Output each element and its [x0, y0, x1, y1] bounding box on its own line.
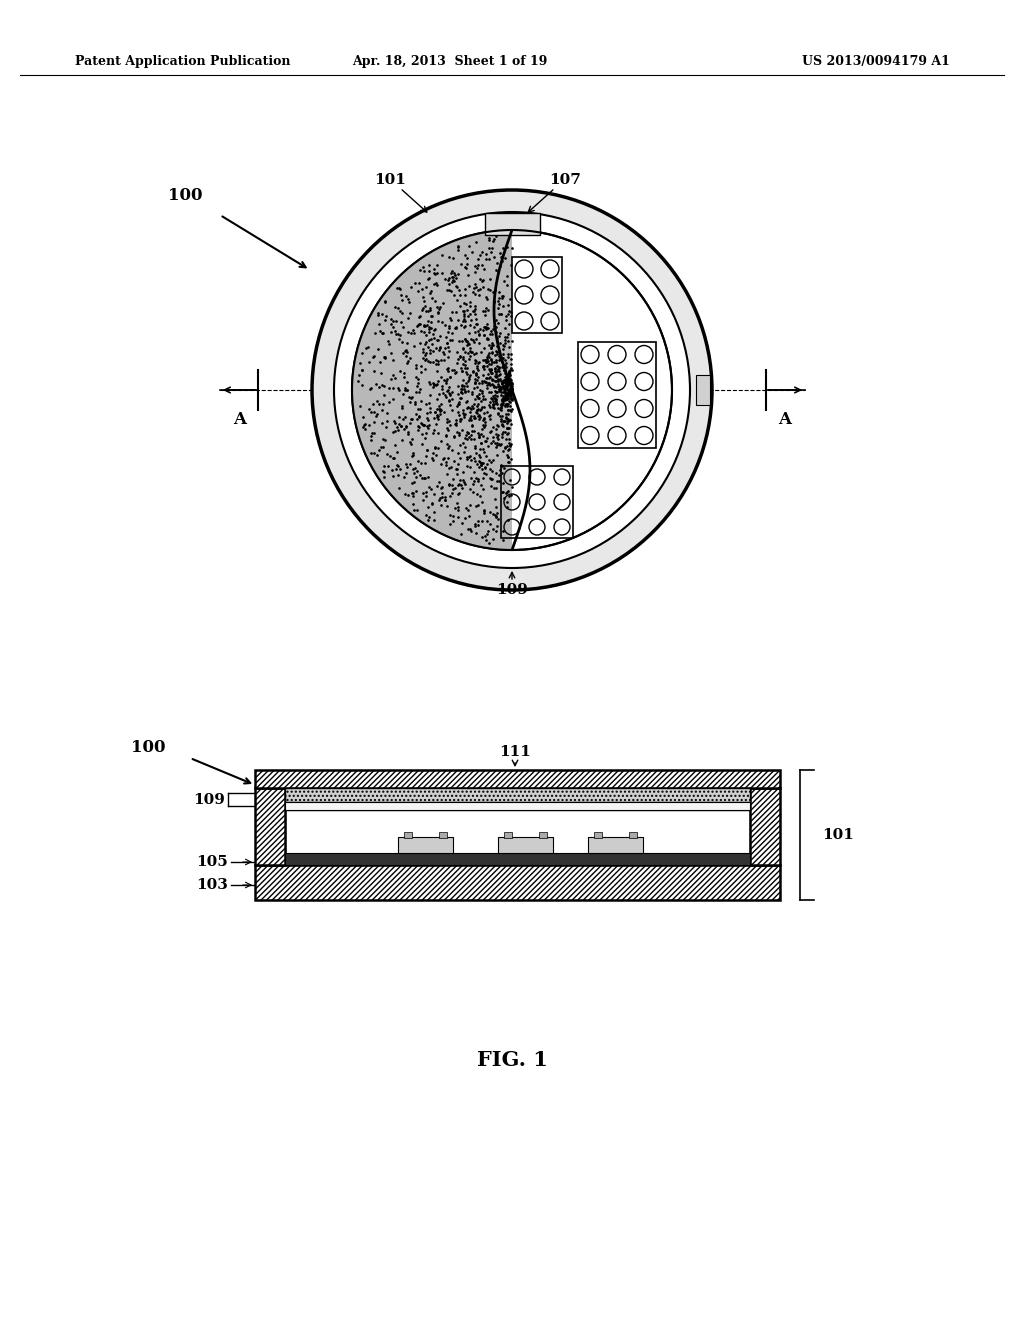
Text: 109: 109: [194, 793, 225, 807]
Bar: [750, 788, 780, 865]
Text: 107: 107: [549, 173, 581, 187]
Text: A: A: [233, 412, 247, 429]
Wedge shape: [352, 230, 512, 550]
Bar: [255, 865, 780, 900]
Bar: [438, 832, 446, 838]
Text: 113: 113: [499, 803, 530, 817]
Text: 103: 103: [197, 878, 228, 892]
Circle shape: [312, 190, 712, 590]
Text: 107: 107: [344, 841, 376, 855]
Bar: [512, 257, 562, 333]
Text: 109: 109: [496, 583, 528, 597]
Bar: [504, 832, 512, 838]
Bar: [285, 810, 750, 865]
Bar: [501, 466, 573, 539]
Text: 101: 101: [374, 173, 406, 187]
Bar: [594, 832, 601, 838]
Bar: [285, 853, 750, 865]
Bar: [397, 837, 453, 853]
Text: A: A: [778, 412, 792, 429]
Bar: [696, 375, 710, 405]
Bar: [588, 837, 642, 853]
Bar: [629, 832, 637, 838]
Text: 100: 100: [131, 739, 165, 756]
Circle shape: [352, 230, 672, 550]
Bar: [539, 832, 547, 838]
Text: 105: 105: [197, 855, 228, 869]
Text: Apr. 18, 2013  Sheet 1 of 19: Apr. 18, 2013 Sheet 1 of 19: [352, 55, 548, 69]
Bar: [498, 837, 553, 853]
Text: FIG. 1: FIG. 1: [476, 1049, 548, 1071]
Bar: [285, 788, 750, 803]
Bar: [255, 788, 285, 865]
Bar: [578, 342, 656, 447]
Bar: [255, 770, 780, 788]
Bar: [484, 213, 540, 235]
Text: 101: 101: [822, 828, 854, 842]
Text: Patent Application Publication: Patent Application Publication: [75, 55, 291, 69]
Bar: [403, 832, 412, 838]
Text: 111: 111: [499, 744, 530, 759]
Text: US 2013/0094179 A1: US 2013/0094179 A1: [802, 55, 950, 69]
Text: 100: 100: [168, 186, 203, 203]
Circle shape: [334, 213, 690, 568]
Bar: [285, 803, 750, 810]
